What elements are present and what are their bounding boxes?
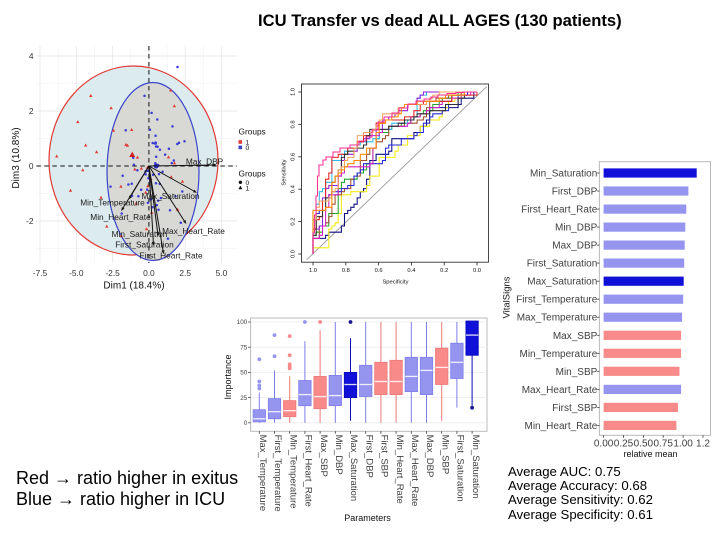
svg-text:Max_DBP: Max_DBP [552, 241, 597, 252]
svg-text:First_Heart_Rate: First_Heart_Rate [139, 250, 203, 260]
svg-text:0.50: 0.50 [634, 439, 654, 450]
svg-text:Max_SBP: Max_SBP [318, 435, 329, 477]
svg-text:Groups: Groups [239, 127, 266, 137]
svg-text:1.0: 1.0 [291, 88, 297, 96]
svg-text:Max_DBP: Max_DBP [186, 156, 224, 166]
svg-text:0.8: 0.8 [342, 268, 350, 274]
svg-text:25: 25 [240, 395, 248, 402]
svg-text:Min_SBP: Min_SBP [439, 435, 450, 475]
svg-text:Min_Temperature: Min_Temperature [287, 435, 298, 509]
svg-text:Dim3 (10.8%): Dim3 (10.8%) [11, 127, 22, 188]
svg-text:Min_SBP: Min_SBP [556, 367, 598, 378]
svg-text:Dim1 (18.4%): Dim1 (18.4%) [103, 281, 164, 292]
svg-text:Importance: Importance [223, 354, 233, 399]
svg-text:0.4: 0.4 [407, 268, 416, 274]
svg-text:Max_Saturation: Max_Saturation [141, 191, 199, 201]
svg-text:0.2: 0.2 [291, 218, 297, 226]
svg-text:Max_Saturation: Max_Saturation [527, 277, 597, 288]
svg-text:Min_Saturation: Min_Saturation [112, 229, 168, 239]
svg-text:5.0: 5.0 [216, 268, 228, 278]
svg-text:Max_Temperature: Max_Temperature [517, 313, 598, 324]
svg-text:0.0: 0.0 [291, 250, 297, 258]
svg-text:Min_Saturation: Min_Saturation [530, 169, 597, 180]
svg-text:0: 0 [246, 145, 250, 152]
svg-text:0.6: 0.6 [375, 268, 383, 274]
svg-text:2: 2 [29, 106, 34, 116]
svg-text:Max_Heart_Rate: Max_Heart_Rate [522, 385, 598, 396]
svg-text:0.75: 0.75 [653, 439, 673, 450]
svg-text:Specificity: Specificity [382, 279, 408, 285]
svg-text:Min_Heart_Rate: Min_Heart_Rate [394, 435, 405, 504]
svg-text:Max_Heart_Rate: Max_Heart_Rate [162, 226, 225, 236]
svg-text:Sensitivity: Sensitivity [281, 159, 287, 185]
svg-text:-5.0: -5.0 [69, 268, 84, 278]
svg-text:Min_DBP: Min_DBP [333, 435, 344, 475]
svg-text:Min_Saturation: Min_Saturation [470, 435, 481, 499]
svg-text:50: 50 [240, 370, 248, 377]
svg-text:0.2: 0.2 [440, 268, 448, 274]
svg-text:0: 0 [246, 180, 250, 187]
svg-text:1: 1 [246, 185, 250, 192]
svg-text:1.0: 1.0 [309, 268, 317, 274]
svg-text:VitalSigns: VitalSigns [502, 276, 513, 318]
svg-text:-2: -2 [26, 216, 34, 226]
svg-text:0.8: 0.8 [291, 120, 297, 128]
svg-text:First_Saturation: First_Saturation [527, 259, 598, 270]
svg-text:Max_SBP: Max_SBP [553, 331, 598, 342]
svg-text:First_DBP: First_DBP [552, 187, 598, 198]
svg-text:First_Heart_Rate: First_Heart_Rate [521, 205, 598, 216]
svg-text:First_Temperature: First_Temperature [272, 435, 283, 512]
svg-text:0.0: 0.0 [473, 268, 481, 274]
svg-text:First_SBP: First_SBP [552, 403, 597, 414]
svg-text:First_DBP: First_DBP [363, 435, 374, 478]
svg-text:0.00: 0.00 [594, 439, 614, 450]
svg-text:Max_DBP: Max_DBP [424, 435, 435, 478]
svg-text:Groups: Groups [239, 169, 266, 179]
svg-text:0.0: 0.0 [143, 268, 155, 278]
svg-text:0.25: 0.25 [614, 439, 634, 450]
svg-text:1.2: 1.2 [696, 439, 710, 450]
svg-text:Min_Heart_Rate: Min_Heart_Rate [524, 421, 597, 432]
svg-text:0.6: 0.6 [291, 153, 297, 161]
svg-text:1.00: 1.00 [673, 439, 693, 450]
svg-text:4: 4 [29, 51, 34, 61]
svg-text:First_Saturation: First_Saturation [455, 435, 466, 502]
svg-text:Parameters: Parameters [344, 513, 391, 523]
svg-text:100: 100 [237, 319, 248, 326]
svg-text:Min_Temperature: Min_Temperature [519, 349, 597, 360]
svg-text:1: 1 [246, 139, 250, 146]
svg-text:First_SBP: First_SBP [379, 435, 390, 478]
svg-text:Min_Heart_Rate: Min_Heart_Rate [90, 212, 151, 222]
svg-text:First_Temperature: First_Temperature [516, 295, 598, 306]
svg-text:relative mean: relative mean [623, 449, 677, 459]
svg-text:First_Saturation: First_Saturation [115, 239, 174, 249]
svg-text:First_Heart_Rate: First_Heart_Rate [303, 435, 314, 507]
svg-text:-2.5: -2.5 [105, 268, 120, 278]
svg-text:Max_Temperature: Max_Temperature [257, 435, 268, 512]
svg-text:0: 0 [244, 420, 248, 427]
svg-text:0: 0 [29, 161, 34, 171]
svg-text:75: 75 [240, 344, 248, 351]
svg-text:Min_Temperature: Min_Temperature [80, 197, 145, 207]
svg-text:2.5: 2.5 [179, 268, 191, 278]
svg-text:Max_Saturation: Max_Saturation [348, 435, 359, 502]
svg-text:Min_DBP: Min_DBP [555, 223, 598, 234]
svg-text:Max_Heart_Rate: Max_Heart_Rate [409, 435, 420, 507]
svg-text:0.4: 0.4 [291, 184, 297, 193]
svg-text:-7.5: -7.5 [33, 268, 48, 278]
